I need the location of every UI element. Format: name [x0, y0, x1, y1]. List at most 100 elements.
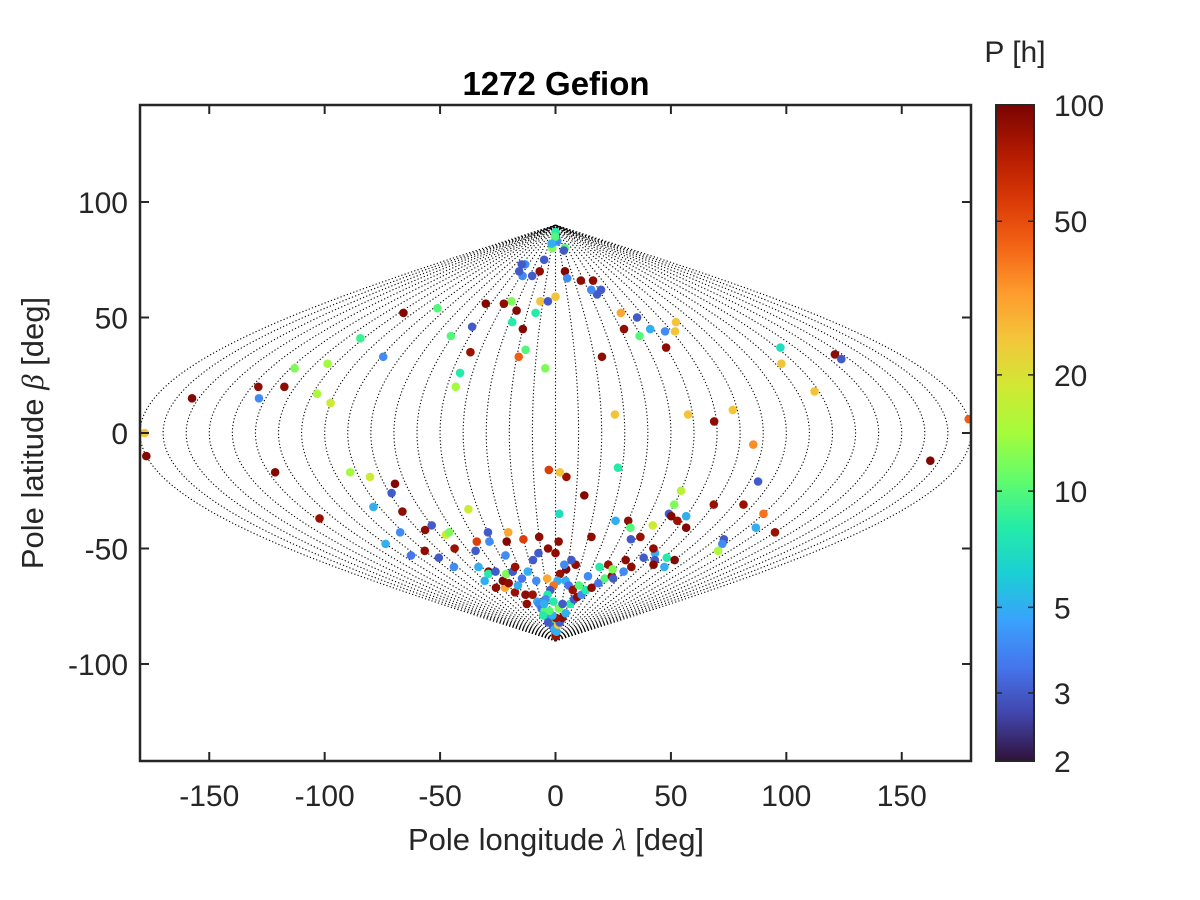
colorbar-tick-label: 20 [1054, 360, 1087, 393]
data-point [326, 398, 335, 408]
data-point [649, 560, 658, 569]
data-point [673, 516, 682, 526]
data-point [626, 534, 636, 544]
y-tick-label: -100 [68, 649, 128, 682]
data-point [632, 313, 642, 322]
data-point [552, 627, 561, 636]
meridian-line [555, 224, 810, 642]
data-point [471, 546, 480, 556]
data-point [555, 467, 565, 477]
meridian-line [555, 224, 926, 642]
data-point [709, 500, 719, 509]
data-point [544, 465, 554, 475]
data-point [681, 523, 691, 532]
data-point [837, 354, 846, 364]
data-point [751, 523, 761, 532]
data-point [481, 299, 491, 308]
meridian-line [254, 224, 556, 642]
x-axis-ticks: -150 -100 -50 0 50 100 150 [179, 105, 927, 813]
data-point [759, 509, 768, 519]
data-point [501, 551, 510, 560]
data-point [491, 583, 501, 593]
data-point [662, 553, 672, 563]
data-point [676, 486, 686, 496]
data-point [484, 569, 493, 579]
data-point [597, 352, 607, 362]
data-point [748, 440, 758, 449]
meridian-line [555, 224, 695, 642]
data-point [560, 267, 570, 276]
meridian-line [555, 224, 626, 642]
meridian-line [555, 224, 718, 642]
data-point [586, 285, 596, 295]
data-point [480, 576, 489, 586]
data-point [608, 574, 618, 583]
data-point [464, 504, 473, 514]
data-point [574, 581, 584, 590]
meridian-line [185, 224, 556, 642]
colorbar-tick-label: 100 [1054, 90, 1104, 123]
meridian-line [416, 224, 556, 642]
meridian-line [301, 224, 556, 642]
data-point [521, 345, 530, 355]
data-point [619, 324, 629, 334]
data-point [616, 308, 626, 318]
data-point [387, 488, 396, 498]
meridian-line [162, 224, 556, 642]
data-point [681, 511, 691, 521]
data-point [514, 352, 524, 362]
data-point [718, 539, 727, 549]
data-point [528, 555, 538, 565]
colorbar-title: P [h] [984, 36, 1045, 69]
data-point [450, 544, 459, 553]
data-point [254, 382, 263, 392]
data-point [483, 528, 493, 537]
data-point [547, 239, 556, 248]
data-point [538, 611, 548, 620]
data-point [587, 583, 596, 593]
data-point [830, 350, 840, 359]
data-point [562, 472, 571, 482]
data-point [554, 537, 563, 546]
data-point [472, 537, 482, 546]
data-point [420, 546, 430, 556]
data-point [560, 560, 569, 569]
data-point [559, 246, 569, 255]
data-point [523, 567, 533, 576]
data-point [810, 387, 819, 396]
meridian-line [462, 224, 556, 642]
data-point [671, 317, 681, 327]
data-point [683, 410, 693, 419]
data-point [709, 417, 719, 426]
data-point [514, 267, 524, 276]
data-point [753, 477, 763, 486]
data-point [639, 553, 648, 563]
data-point [444, 528, 454, 537]
meridian-line [555, 224, 971, 642]
data-point [627, 562, 636, 572]
data-point [510, 562, 520, 572]
data-point [381, 539, 390, 549]
data-point [528, 590, 537, 599]
y-tick-label: 50 [95, 303, 128, 336]
data-point [626, 523, 635, 532]
data-point [576, 276, 586, 285]
meridian-line [347, 224, 556, 642]
data-point [517, 260, 527, 269]
meridian-line [555, 224, 949, 642]
data-point [635, 331, 644, 341]
colorbar-tick-label: 10 [1054, 476, 1087, 509]
colorbar-ticks: 2 3 5 10 20 50 100 [996, 90, 1104, 779]
data-point [536, 297, 545, 306]
data-point [390, 479, 400, 489]
y-tick-label: 100 [78, 187, 128, 220]
meridian-line [555, 224, 880, 642]
data-point [555, 569, 565, 579]
data-point [420, 525, 430, 535]
meridian-line [555, 224, 764, 642]
y-axis-ticks: -100 -50 0 50 100 [68, 187, 971, 682]
data-point [558, 599, 567, 609]
data-point [669, 500, 679, 509]
data-point [600, 574, 610, 583]
data-point [619, 567, 628, 576]
